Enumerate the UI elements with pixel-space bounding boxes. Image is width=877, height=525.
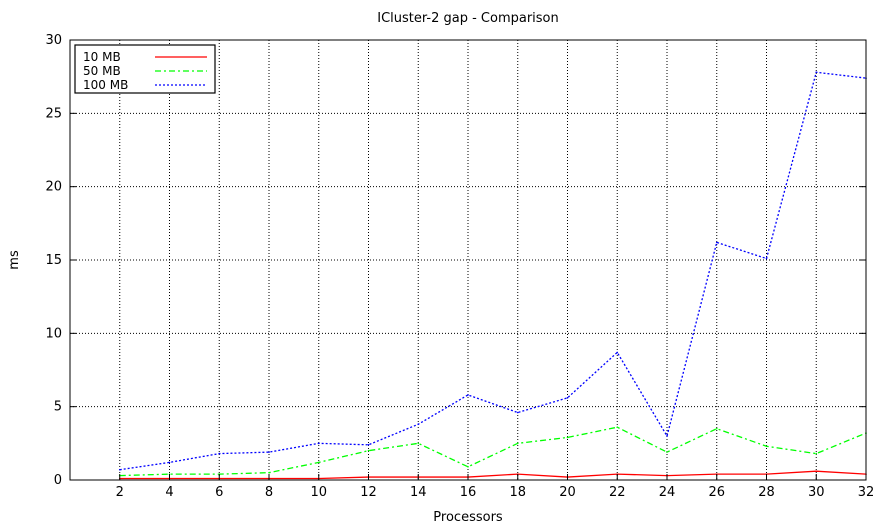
x-tick-label: 20 <box>559 485 576 500</box>
chart-title: ICluster-2 gap - Comparison <box>377 11 559 26</box>
y-tick-label: 5 <box>54 400 62 415</box>
data-point <box>815 452 818 455</box>
data-point <box>367 449 370 452</box>
x-tick-label: 6 <box>215 485 223 500</box>
legend-label: 10 MB <box>83 50 121 64</box>
x-tick-label: 10 <box>310 485 327 500</box>
x-tick-label: 26 <box>708 485 725 500</box>
data-point <box>815 71 818 74</box>
data-point <box>168 461 171 464</box>
x-tick-label: 12 <box>360 485 377 500</box>
data-point <box>417 423 420 426</box>
x-tick-label: 28 <box>758 485 775 500</box>
legend-box <box>74 44 216 94</box>
x-tick-label: 8 <box>265 485 273 500</box>
y-tick-label: 25 <box>45 106 62 121</box>
data-point <box>268 471 270 474</box>
data-point <box>566 436 569 439</box>
data-point <box>516 411 519 414</box>
data-point <box>616 426 619 429</box>
data-point <box>516 442 519 445</box>
data-point <box>815 470 818 473</box>
x-axis-label: Processors <box>433 510 503 525</box>
x-tick-label: 22 <box>609 485 626 500</box>
data-point <box>268 451 270 453</box>
data-point <box>467 466 469 468</box>
x-tick-label: 4 <box>165 485 173 500</box>
x-tick-label: 16 <box>460 485 477 500</box>
x-tick-label: 2 <box>116 485 124 500</box>
series-line-10-mb <box>119 470 867 480</box>
x-tick-label: 24 <box>659 485 676 500</box>
data-point <box>417 442 420 445</box>
grid-layer <box>70 40 866 480</box>
y-tick-label: 20 <box>45 180 62 195</box>
x-tick-label: 30 <box>808 485 825 500</box>
data-point <box>666 451 668 453</box>
x-tick-label: 32 <box>858 485 875 500</box>
data-point <box>218 452 221 455</box>
y-tick-label: 15 <box>45 253 62 268</box>
data-point <box>118 468 121 471</box>
series-line-50-mb <box>119 426 867 477</box>
y-axis-label: ms <box>7 250 22 270</box>
data-point <box>566 397 569 399</box>
x-tick-label: 14 <box>410 485 427 500</box>
y-tick-label: 0 <box>54 473 62 488</box>
data-point <box>317 442 320 445</box>
data-point <box>765 257 768 260</box>
data-point <box>715 427 718 430</box>
data-point <box>616 351 619 354</box>
y-tick-label: 10 <box>45 326 62 341</box>
series-line-100-mb <box>119 71 867 471</box>
data-point <box>317 461 320 464</box>
data-point <box>715 241 718 244</box>
y-tick-label: 30 <box>45 33 62 48</box>
series-layer <box>118 71 867 480</box>
legend-label: 50 MB <box>83 64 121 78</box>
legend-label: 100 MB <box>83 78 128 92</box>
x-tick-label: 18 <box>509 485 526 500</box>
data-point <box>367 444 370 446</box>
data-point <box>765 445 768 448</box>
data-point <box>467 394 469 396</box>
data-point <box>666 435 668 437</box>
